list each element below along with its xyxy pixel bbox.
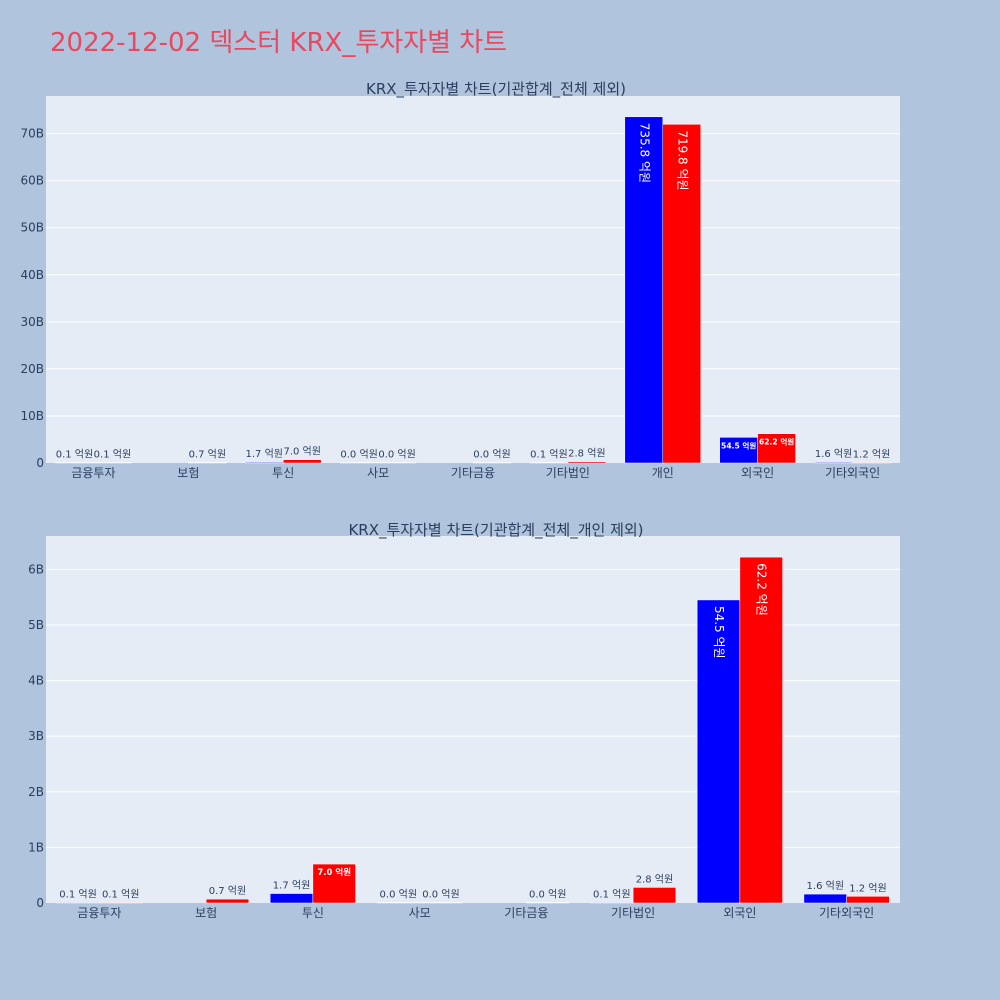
data-label: 0.1 억원 bbox=[94, 449, 131, 461]
bar bbox=[245, 461, 284, 464]
y-tick-label: 60B bbox=[20, 174, 44, 188]
x-tick-label: 사모 bbox=[409, 906, 431, 920]
y-tick-label: 30B bbox=[20, 315, 44, 329]
y-tick-label: 6B bbox=[28, 562, 44, 576]
bar bbox=[377, 462, 417, 464]
x-tick-label: 기타외국인 bbox=[819, 906, 874, 920]
x-tick-label: 개인 bbox=[652, 466, 674, 480]
bar bbox=[624, 116, 664, 464]
bar bbox=[419, 902, 463, 904]
y-tick-label: 2B bbox=[28, 785, 44, 799]
data-label: 2.8 억원 bbox=[568, 448, 605, 460]
y-tick-label: 50B bbox=[20, 221, 44, 235]
data-label: 1.6 억원 bbox=[815, 448, 852, 460]
data-label: 62.2 억원 bbox=[755, 563, 769, 616]
y-tick-label: 5B bbox=[28, 618, 44, 632]
bar bbox=[567, 461, 607, 464]
x-tick-label: 기타법인 bbox=[611, 906, 655, 920]
data-label: 62.2 억원 bbox=[759, 437, 794, 447]
bar bbox=[662, 124, 701, 464]
bar bbox=[632, 887, 677, 904]
data-label: 54.5 억원 bbox=[721, 440, 756, 450]
data-label: 0.1 억원 bbox=[530, 449, 567, 461]
bar bbox=[472, 462, 512, 464]
data-label: 1.6 억원 bbox=[807, 880, 844, 892]
data-label: 0.0 억원 bbox=[473, 449, 510, 461]
y-tick-label: 0 bbox=[36, 456, 44, 470]
bar bbox=[803, 893, 847, 904]
x-tick-label: 기타외국인 bbox=[825, 466, 880, 480]
data-label: 0.0 억원 bbox=[529, 889, 566, 901]
x-tick-label: 금융투자 bbox=[77, 906, 121, 920]
chart-title: KRX_투자자별 차트(기관합계_전체 제외) bbox=[366, 80, 626, 99]
data-label: 1.7 억원 bbox=[246, 448, 283, 460]
x-tick-label: 투신 bbox=[272, 466, 294, 480]
y-tick-label: 20B bbox=[20, 362, 44, 376]
bar bbox=[757, 433, 796, 464]
bar bbox=[56, 902, 100, 904]
page-title: 2022-12-02 덱스터 KRX_투자자별 차트 bbox=[50, 28, 508, 58]
y-tick-label: 10B bbox=[20, 409, 44, 423]
data-label: 0.0 억원 bbox=[378, 449, 415, 461]
data-label: 54.5 억원 bbox=[712, 606, 726, 659]
bar bbox=[99, 902, 143, 904]
data-label: 0.7 억원 bbox=[189, 449, 226, 461]
bar bbox=[269, 893, 314, 904]
bar bbox=[282, 459, 322, 464]
y-tick-label: 40B bbox=[20, 268, 44, 282]
x-tick-label: 투신 bbox=[302, 906, 324, 920]
y-tick-label: 3B bbox=[28, 729, 44, 743]
bar bbox=[376, 902, 420, 904]
data-label: 0.0 억원 bbox=[380, 889, 417, 901]
data-label: 1.2 억원 bbox=[849, 882, 886, 894]
bar bbox=[55, 462, 94, 464]
x-tick-label: 금융투자 bbox=[71, 466, 115, 480]
bar bbox=[312, 863, 356, 904]
x-tick-label: 사모 bbox=[367, 466, 389, 480]
data-label: 1.7 억원 bbox=[273, 880, 310, 892]
y-tick-label: 1B bbox=[28, 840, 44, 854]
bar bbox=[739, 556, 783, 904]
plot-area bbox=[46, 96, 900, 463]
bar bbox=[205, 898, 250, 904]
data-label: 7.0 억원 bbox=[283, 446, 320, 458]
bar bbox=[526, 902, 570, 904]
x-tick-label: 기타금융 bbox=[451, 466, 495, 480]
data-label: 0.1 억원 bbox=[56, 449, 93, 461]
data-label: 0.0 억원 bbox=[340, 449, 377, 461]
y-tick-label: 70B bbox=[20, 127, 44, 141]
bar bbox=[846, 896, 890, 904]
data-label: 719.8 억원 bbox=[675, 130, 689, 190]
bar bbox=[696, 599, 741, 904]
y-tick-label: 4B bbox=[28, 674, 44, 688]
data-label: 0.7 억원 bbox=[209, 885, 246, 897]
bar bbox=[814, 461, 853, 464]
data-label: 2.8 억원 bbox=[636, 873, 673, 885]
data-label: 1.2 억원 bbox=[853, 448, 890, 460]
x-tick-label: 보험 bbox=[195, 906, 217, 920]
data-label: 0.1 억원 bbox=[59, 888, 96, 900]
data-label: 735.8 억원 bbox=[637, 123, 651, 183]
y-tick-label: 0 bbox=[36, 896, 44, 910]
chart-title: KRX_투자자별 차트(기관합계_전체_개인 제외) bbox=[348, 521, 643, 540]
bar bbox=[93, 462, 132, 464]
bar bbox=[339, 462, 379, 464]
bar bbox=[852, 462, 891, 464]
data-label: 0.0 억원 bbox=[422, 889, 459, 901]
data-label: 0.1 억원 bbox=[102, 888, 139, 900]
bar bbox=[529, 462, 569, 464]
bar bbox=[590, 902, 634, 904]
x-tick-label: 외국인 bbox=[741, 466, 774, 480]
bar bbox=[188, 462, 227, 464]
data-label: 7.0 억원 bbox=[317, 866, 351, 878]
data-label: 0.1 억원 bbox=[593, 888, 630, 900]
bar bbox=[719, 437, 758, 464]
x-tick-label: 보험 bbox=[177, 466, 199, 480]
x-tick-label: 기타법인 bbox=[546, 466, 590, 480]
x-tick-label: 외국인 bbox=[723, 906, 756, 920]
x-tick-label: 기타금융 bbox=[504, 906, 548, 920]
